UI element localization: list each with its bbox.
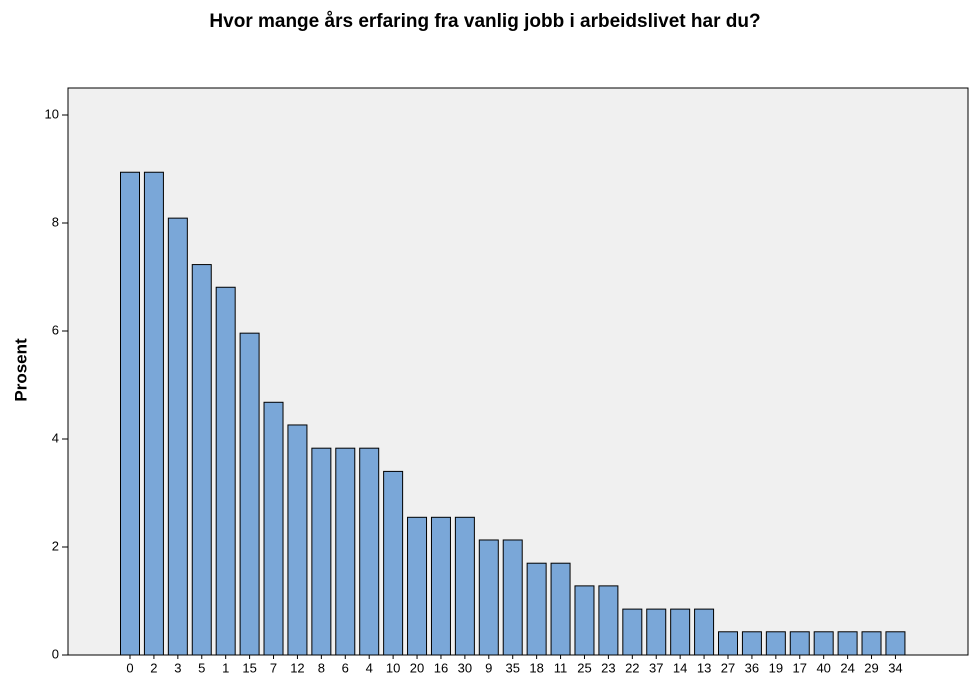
x-tick-label: 19 — [769, 660, 783, 675]
y-axis-label: Prosent — [11, 338, 30, 402]
bar — [837, 631, 858, 656]
x-tick-label: 13 — [697, 660, 711, 675]
bar — [502, 539, 523, 656]
bar — [646, 608, 667, 656]
x-tick-label: 23 — [601, 660, 615, 675]
x-tick-label: 0 — [126, 660, 133, 675]
bar — [670, 608, 691, 656]
bar — [239, 332, 260, 656]
bar — [454, 516, 475, 656]
x-tick-label: 34 — [888, 660, 902, 675]
y-tick-label: 6 — [52, 322, 59, 337]
bar — [885, 631, 906, 656]
x-tick-label: 4 — [366, 660, 373, 675]
bar — [741, 631, 762, 656]
x-tick-label: 37 — [649, 660, 663, 675]
bar — [813, 631, 834, 656]
x-tick-label: 10 — [386, 660, 400, 675]
y-tick-label: 2 — [52, 538, 59, 553]
bar — [574, 585, 595, 656]
bar — [215, 286, 236, 656]
y-tick-label: 0 — [52, 646, 59, 661]
bar — [526, 562, 547, 656]
bar — [478, 539, 499, 656]
x-tick-label: 40 — [816, 660, 830, 675]
x-tick-label: 5 — [198, 660, 205, 675]
bar — [311, 447, 332, 656]
bar — [359, 447, 380, 656]
x-tick-label: 29 — [864, 660, 878, 675]
bar — [383, 470, 404, 656]
x-tick-label: 27 — [721, 660, 735, 675]
bar — [598, 585, 619, 656]
bar — [120, 171, 140, 656]
x-tick-label: 7 — [270, 660, 277, 675]
bar — [287, 424, 308, 656]
bar — [430, 516, 451, 656]
x-tick-label: 36 — [745, 660, 759, 675]
bar — [694, 608, 715, 656]
bar — [335, 447, 356, 656]
x-tick-label: 9 — [485, 660, 492, 675]
x-tick-label: 6 — [342, 660, 349, 675]
bar — [167, 217, 188, 656]
y-tick-label: 10 — [45, 106, 59, 121]
x-tick-label: 30 — [458, 660, 472, 675]
x-tick-label: 12 — [290, 660, 304, 675]
x-tick-label: 11 — [554, 660, 568, 675]
bar — [622, 608, 643, 656]
x-tick-label: 1 — [222, 660, 229, 675]
bar — [718, 631, 738, 656]
x-tick-label: 20 — [410, 660, 424, 675]
bar — [263, 401, 284, 656]
x-tick-label: 24 — [840, 660, 854, 675]
x-tick-label: 22 — [625, 660, 639, 675]
y-tick-label: 4 — [52, 430, 59, 445]
x-tick-label: 3 — [174, 660, 181, 675]
x-tick-label: 18 — [529, 660, 543, 675]
x-tick-label: 25 — [577, 660, 591, 675]
bar — [407, 516, 428, 656]
x-tick-label: 2 — [150, 660, 157, 675]
bar — [191, 264, 212, 656]
bar — [765, 631, 786, 656]
bar — [143, 171, 164, 656]
chart-title: Hvor mange års erfaring fra vanlig jobb … — [209, 11, 760, 32]
x-tick-label: 35 — [505, 660, 519, 675]
bar — [789, 631, 810, 656]
bar — [861, 631, 882, 656]
x-tick-label: 17 — [793, 660, 807, 675]
x-tick-label: 16 — [434, 660, 448, 675]
bar — [550, 562, 571, 656]
x-tick-label: 15 — [242, 660, 256, 675]
x-tick-label: 8 — [318, 660, 325, 675]
y-tick-label: 8 — [52, 214, 59, 229]
x-tick-label: 14 — [673, 660, 687, 675]
